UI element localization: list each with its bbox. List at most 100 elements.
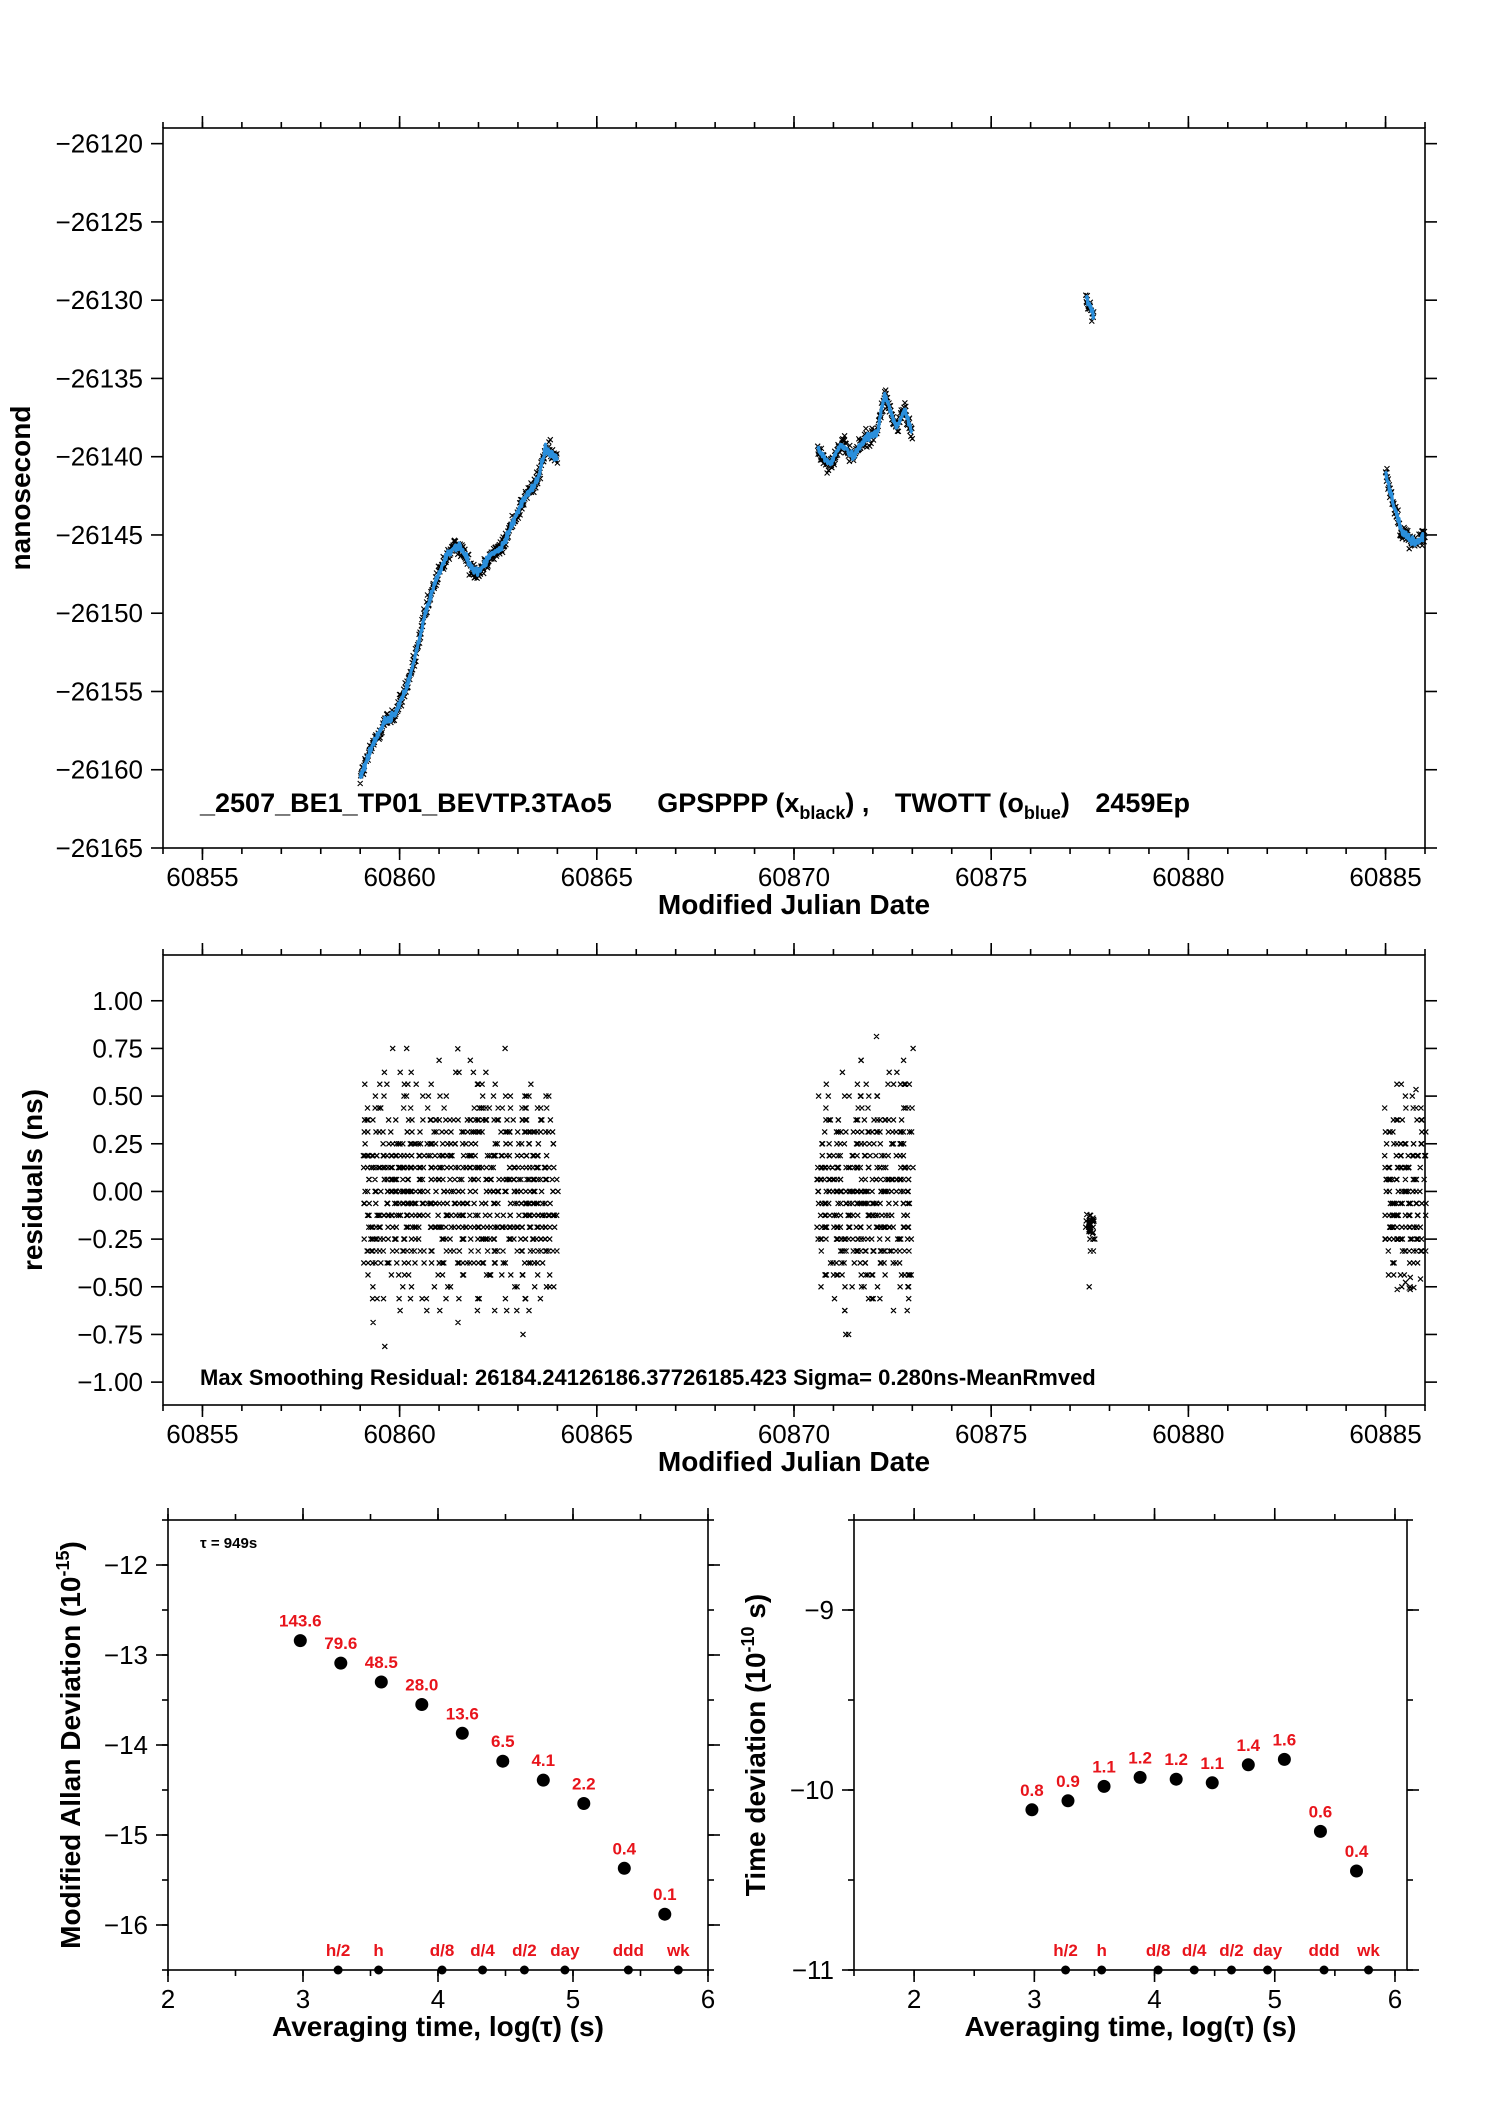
phase-plot: 60855 60860 60865 60870 60875 60880 60885 −2616… (5, 116, 1437, 920)
y-tick-label: −26150 (56, 598, 143, 628)
y-tick-label: −10 (790, 1775, 834, 1805)
x-tick-label: 60880 (1152, 862, 1224, 892)
x-tick-label: 60870 (758, 1419, 830, 1449)
x-tick-label: 5 (1268, 1984, 1282, 2014)
x-tick-label: 5 (566, 1984, 580, 2014)
time-marker-label: h (1096, 1941, 1106, 1960)
mdev-ylabel-exp: -15 (53, 1550, 73, 1576)
mdev-xlabel: Averaging time, log(τ) (s) (272, 2011, 604, 2042)
x-tick-label: 60875 (955, 1419, 1027, 1449)
dev-point-label: 1.6 (1273, 1730, 1297, 1749)
dev-point (496, 1754, 510, 1768)
y-tick-label: 1.00 (92, 986, 143, 1016)
dev-point-label: 79.6 (324, 1634, 357, 1653)
station-label: _2507_BE1_TP01_BEVTP.3TAo5 (199, 788, 612, 818)
x-tick-label: 60855 (166, 862, 238, 892)
dev-point-label: 1.2 (1128, 1748, 1152, 1767)
time-marker-label: day (550, 1941, 580, 1960)
dev-point-label: 1.1 (1200, 1754, 1224, 1773)
dev-point-label: 48.5 (365, 1653, 398, 1672)
time-marker-label: h/2 (326, 1941, 351, 1960)
y-tick-label: −26140 (56, 442, 143, 472)
time-marker-label: ddd (613, 1941, 644, 1960)
dev-point-label: 0.4 (612, 1839, 636, 1858)
y-tick-label: −26120 (56, 129, 143, 159)
dev-point (1350, 1864, 1364, 1878)
phase-legend: _2507_BE1_TP01_BEVTP.3TAo5 GPSPPP (xblac… (199, 788, 1190, 823)
time-marker-label: d/2 (512, 1941, 537, 1960)
x-tick-label: 3 (296, 1984, 310, 2014)
y-tick-label: −0.50 (77, 1272, 143, 1302)
y-tick-label: 0.00 (92, 1176, 143, 1206)
residual-cluster-0 (360, 1045, 561, 1350)
x-tick-label: 60865 (561, 1419, 633, 1449)
y-tick-label: −1.00 (77, 1367, 143, 1397)
x-tick-label: 60885 (1349, 1419, 1421, 1449)
dev-point (1169, 1772, 1183, 1786)
x-tick-label: 6 (1388, 1984, 1402, 2014)
y-tick-label: −15 (104, 1820, 148, 1850)
y-tick-label: 0.50 (92, 1081, 143, 1111)
time-marker-label: wk (1356, 1941, 1380, 1960)
y-tick-label: −26155 (56, 676, 143, 706)
y-tick-label: −16 (104, 1910, 148, 1940)
x-tick-label: 2 (161, 1984, 175, 2014)
dev-point (334, 1656, 348, 1670)
time-marker-label: day (1253, 1941, 1283, 1960)
y-tick-label: −26165 (56, 833, 143, 863)
dev-point (1313, 1824, 1327, 1838)
dev-point-label: 1.4 (1236, 1736, 1260, 1755)
time-marker-label: d/4 (470, 1941, 495, 1960)
dev-point-label: 143.6 (279, 1612, 322, 1631)
dev-point (1025, 1803, 1039, 1817)
dev-point (1205, 1776, 1219, 1790)
x-tick-label: 60865 (561, 862, 633, 892)
dev-point (374, 1675, 388, 1689)
tdev-ylabel-main: Time deviation (10 (740, 1652, 771, 1896)
time-marker-label: d/4 (1182, 1941, 1207, 1960)
phase-xlabel: Modified Julian Date (658, 889, 930, 920)
y-tick-label: −26125 (56, 207, 143, 237)
residuals-plot-frame (162, 954, 1426, 1406)
dev-point-label: 13.6 (446, 1704, 479, 1723)
dev-point-label: 0.1 (653, 1885, 677, 1904)
y-tick-label: −0.25 (77, 1224, 143, 1254)
mdev-ylabel-close: ) (55, 1541, 86, 1550)
y-tick-label: −14 (104, 1730, 148, 1760)
y-tick-label: −26145 (56, 520, 143, 550)
residuals-xlabel: Modified Julian Date (658, 1446, 930, 1477)
x-tick-label: 60880 (1152, 1419, 1224, 1449)
dev-point (1241, 1758, 1255, 1772)
dev-point (1097, 1779, 1111, 1793)
y-tick-label: −26130 (56, 285, 143, 315)
dev-point (1277, 1752, 1291, 1766)
legend-twott-sub: blue (1024, 803, 1061, 823)
dev-point-label: 2.2 (572, 1775, 596, 1794)
time-marker-label: d/2 (1219, 1941, 1244, 1960)
tdev-ylabel: Time deviation (10-10 s) (738, 1594, 771, 1897)
residuals-plot: 60855 60860 60865 60870 60875 60880 60885 −1.00… (17, 943, 1437, 1477)
dev-point-label: 28.0 (405, 1676, 438, 1695)
legend-gpsppp-close: ) , (845, 788, 869, 818)
x-tick-label: 60860 (363, 862, 435, 892)
dev-point (293, 1634, 307, 1648)
phase-plot-frame (162, 127, 1426, 849)
x-tick-label: 60855 (166, 1419, 238, 1449)
legend-epochs: 2459Ep (1095, 788, 1190, 818)
time-marker-label: d/8 (1146, 1941, 1171, 1960)
mdev-ylabel-main: Modified Allan Deviation (10 (55, 1577, 86, 1949)
residual-cluster-1 (814, 1033, 917, 1338)
time-marker-label: ddd (1308, 1941, 1339, 1960)
x-tick-label: 60860 (363, 1419, 435, 1449)
time-marker-label: d/8 (430, 1941, 455, 1960)
dev-point (455, 1726, 469, 1740)
dev-point-label: 0.4 (1345, 1842, 1369, 1861)
x-tick-label: 4 (431, 1984, 445, 2014)
x-tick-label: 3 (1027, 1984, 1041, 2014)
twott-segment-1 (816, 391, 914, 467)
time-marker-label: h (373, 1941, 383, 1960)
tdev-plot-frame (853, 1519, 1408, 1971)
residuals-ylabel: residuals (ns) (17, 1089, 48, 1271)
twott-segment-2 (1084, 294, 1096, 320)
dev-point (1061, 1794, 1075, 1808)
